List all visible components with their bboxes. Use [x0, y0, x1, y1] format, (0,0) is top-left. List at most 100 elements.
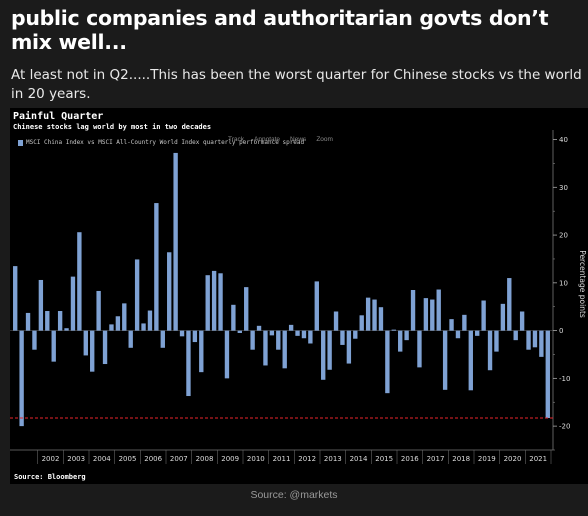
bar: [57, 311, 63, 331]
x-tick-label: 2004: [93, 455, 111, 463]
bar: [154, 203, 159, 331]
bar: [38, 279, 44, 331]
x-tick-label: 2012: [298, 455, 316, 463]
bar: [231, 304, 236, 331]
source-credit: Source: @markets: [250, 489, 338, 501]
y-tick-label: -20: [559, 423, 570, 431]
bar: [263, 330, 268, 366]
bar: [436, 289, 441, 331]
bar: [404, 330, 409, 341]
bar: [224, 330, 230, 379]
chart-source: Source: Bloomberg: [14, 473, 86, 481]
bar: [410, 290, 416, 331]
bar: [276, 330, 281, 350]
x-tick-label: 2014: [350, 455, 368, 463]
track-button[interactable]: Track: [228, 136, 245, 143]
bar: [32, 330, 37, 350]
bar: [532, 330, 538, 348]
bar: [96, 290, 101, 331]
bar: [70, 276, 76, 331]
bar: [134, 259, 140, 331]
bar: [244, 287, 249, 331]
x-tick-label: 2019: [478, 455, 496, 463]
x-tick-label: 2013: [324, 455, 342, 463]
news-button[interactable]: News: [290, 136, 307, 143]
bar: [64, 328, 69, 331]
bar: [282, 330, 287, 369]
bar: [179, 330, 185, 337]
chart-title: Painful Quarter: [13, 111, 104, 122]
bar: [333, 311, 339, 331]
x-tick-label: 2017: [427, 455, 445, 463]
y-tick-label: 0: [559, 327, 563, 335]
annotate-button[interactable]: Annotate: [254, 136, 281, 143]
bar: [51, 330, 56, 362]
bar: [102, 330, 108, 365]
bar: [507, 278, 512, 331]
bar: [205, 275, 210, 331]
y-tick-label: 10: [559, 279, 568, 287]
chart-legend: MSCI China Index vs MSCI All-Country Wor…: [18, 139, 304, 146]
x-tick-label: 2003: [67, 455, 85, 463]
bar: [494, 330, 499, 352]
bar: [237, 330, 242, 333]
bar: [391, 329, 396, 331]
subheadline: At least not in Q2.....This has been the…: [11, 67, 582, 102]
bar: [19, 330, 24, 427]
x-tick-label: 2005: [119, 455, 137, 463]
bar: [269, 330, 275, 336]
bar: [295, 330, 300, 336]
bar: [539, 330, 544, 357]
bar: [378, 307, 384, 331]
bar: [141, 323, 146, 331]
bar: [353, 330, 358, 339]
y-tick-label: -10: [559, 375, 570, 383]
bar: [45, 311, 50, 331]
bar: [109, 324, 114, 331]
bar: [513, 330, 518, 341]
bar: [430, 299, 435, 331]
legend-swatch: [18, 139, 23, 146]
x-tick-label: 2018: [452, 455, 470, 463]
bar: [545, 330, 550, 418]
bar: [481, 300, 486, 331]
x-tick-label: 2002: [42, 455, 60, 463]
bar: [462, 314, 467, 331]
bar: [327, 330, 332, 370]
bar: [385, 330, 390, 394]
bar: [314, 281, 319, 331]
x-tick-label: 2015: [375, 455, 393, 463]
zoom-button[interactable]: Zoom: [316, 136, 333, 143]
bar: [173, 152, 178, 331]
y-tick-label: 20: [559, 232, 568, 240]
bar: [115, 316, 121, 331]
bar: [301, 330, 307, 339]
x-tick-label: 2009: [221, 455, 239, 463]
bar: [340, 330, 345, 345]
bar: [90, 330, 95, 372]
bar: [122, 303, 127, 331]
bar: [398, 330, 403, 352]
bar: [468, 330, 473, 391]
x-tick-label: 2006: [144, 455, 162, 463]
bar: [128, 330, 133, 348]
legend-label: MSCI China Index vs MSCI All-Country Wor…: [26, 139, 305, 146]
bar: [77, 232, 82, 331]
bar: [475, 330, 480, 336]
headline: public companies and authoritarian govts…: [11, 6, 549, 54]
bar: [442, 330, 448, 390]
bar: [423, 298, 429, 331]
x-tick-label: 2020: [504, 455, 522, 463]
chart-subtitle: Chinese stocks lag world by most in two …: [13, 123, 212, 131]
bar: [455, 330, 461, 339]
x-tick-label: 2007: [170, 455, 188, 463]
bar: [218, 273, 223, 331]
bar: [500, 303, 506, 331]
bar: [13, 266, 18, 331]
bar: [449, 319, 454, 331]
bar: [250, 330, 255, 350]
bar: [365, 297, 371, 331]
x-tick-label: 2016: [401, 455, 419, 463]
x-tick-label: 2010: [247, 455, 265, 463]
bar: [192, 330, 198, 343]
